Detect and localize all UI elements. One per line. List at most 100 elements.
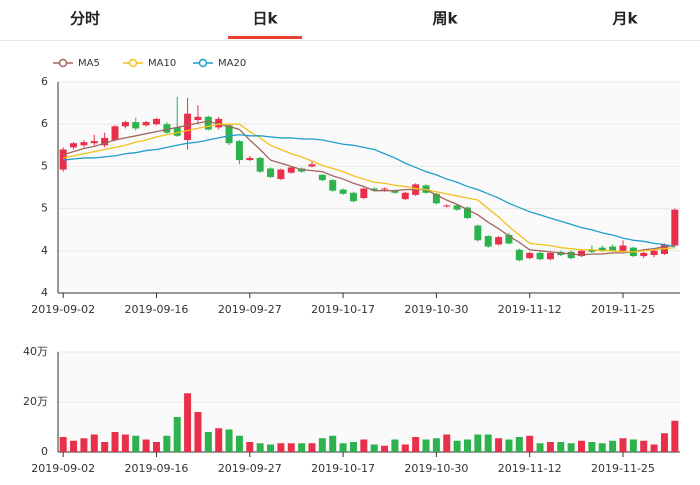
volume-bar xyxy=(381,445,389,452)
volume-bar xyxy=(184,393,192,452)
volume-bar xyxy=(619,438,627,452)
y-tick-label: 40万 xyxy=(23,345,48,358)
volume-bar xyxy=(484,434,492,452)
legend-marker xyxy=(128,58,138,68)
candle-body xyxy=(256,157,264,172)
volume-bar xyxy=(90,434,98,452)
volume-bar xyxy=(360,439,368,452)
volume-bar xyxy=(256,443,264,452)
candle-body xyxy=(329,180,337,191)
volume-bar xyxy=(578,440,586,452)
volume-bar xyxy=(101,442,109,452)
volume-bar xyxy=(546,442,554,452)
candle-body xyxy=(526,252,534,259)
candle-body xyxy=(546,252,554,260)
volume-bar xyxy=(391,439,399,452)
candle-body xyxy=(142,122,150,126)
tab-label[interactable]: 日k xyxy=(253,10,279,28)
candle-body xyxy=(287,167,295,173)
tab-label[interactable]: 周k xyxy=(433,10,459,28)
volume-bar xyxy=(173,417,181,452)
candle-body xyxy=(163,124,171,133)
volume-bar xyxy=(318,438,326,452)
volume-bar xyxy=(453,440,461,452)
candle-body xyxy=(505,234,513,244)
x-tick-label: 2019-10-30 xyxy=(404,462,468,475)
volume-bar xyxy=(526,435,534,452)
volume-bar xyxy=(163,435,171,452)
candle-body xyxy=(598,247,606,251)
volume-bar xyxy=(121,434,129,452)
volume-bar xyxy=(567,443,575,452)
volume-bar xyxy=(246,442,254,452)
volume-bar xyxy=(215,428,223,452)
candle-body xyxy=(588,249,596,252)
volume-bar xyxy=(505,439,513,452)
volume-bar xyxy=(370,444,378,452)
ma-line xyxy=(62,120,675,256)
y-tick-label: 6 xyxy=(41,75,48,88)
candle-body xyxy=(650,250,658,256)
tab-label[interactable]: 分时 xyxy=(70,10,100,28)
volume-bar xyxy=(536,443,544,452)
volume-bar xyxy=(515,437,523,452)
ma-line xyxy=(63,123,675,253)
x-tick-label: 2019-09-02 xyxy=(31,303,95,316)
y-tick-label: 5 xyxy=(41,202,48,215)
y-tick-label: 6 xyxy=(41,117,48,130)
candle-body xyxy=(619,245,627,251)
legend-label: MA10 xyxy=(148,58,176,69)
active-tab-underline xyxy=(228,36,302,39)
volume-bar xyxy=(443,434,451,452)
candle-body xyxy=(515,249,523,261)
volume-bar xyxy=(59,437,67,452)
volume-bar xyxy=(432,438,440,452)
candle-body xyxy=(235,141,243,161)
x-tick-label: 2019-10-17 xyxy=(311,462,375,475)
candle-body xyxy=(194,116,202,120)
candle-body xyxy=(152,118,160,125)
candle-body xyxy=(101,137,109,146)
volume-bar xyxy=(277,443,285,452)
y-tick-label: 4 xyxy=(41,244,48,257)
x-tick-label: 2019-10-30 xyxy=(404,303,468,316)
candle-body xyxy=(609,246,617,251)
candle-body xyxy=(267,168,275,177)
volume-bar xyxy=(650,444,658,452)
y-tick-label: 5 xyxy=(41,159,48,172)
candle-body xyxy=(401,192,409,200)
candle-body xyxy=(578,250,586,257)
candle-body xyxy=(215,118,223,128)
candle-body xyxy=(432,193,440,204)
x-tick-label: 2019-09-16 xyxy=(125,462,189,475)
volume-bar xyxy=(204,432,212,452)
x-tick-label: 2019-11-12 xyxy=(498,303,562,316)
volume-bar xyxy=(629,439,637,452)
x-tick-label: 2019-10-17 xyxy=(311,303,375,316)
volume-bar xyxy=(609,440,617,452)
candle-body xyxy=(640,252,648,257)
candle-body xyxy=(391,190,399,193)
candle-body xyxy=(80,142,88,146)
volume-bar xyxy=(463,439,471,452)
candle-body xyxy=(184,113,192,141)
volume-bar xyxy=(412,437,420,452)
volume-bar xyxy=(422,439,430,452)
tab-label[interactable]: 月k xyxy=(612,10,639,28)
plot-background xyxy=(58,82,680,293)
legend-marker xyxy=(58,58,68,68)
volume-bar xyxy=(225,429,233,452)
volume-bar xyxy=(401,444,409,452)
candle-body xyxy=(111,126,119,141)
volume-bar xyxy=(142,439,150,452)
volume-bar xyxy=(111,432,119,452)
candle-body xyxy=(495,237,503,245)
candle-body xyxy=(370,188,378,191)
candle-body xyxy=(132,122,140,129)
volume-bar xyxy=(267,444,275,452)
candle-body xyxy=(318,174,326,181)
y-tick-label: 4 xyxy=(41,286,48,299)
x-tick-label: 2019-09-27 xyxy=(218,462,282,475)
candle-body xyxy=(536,252,544,260)
